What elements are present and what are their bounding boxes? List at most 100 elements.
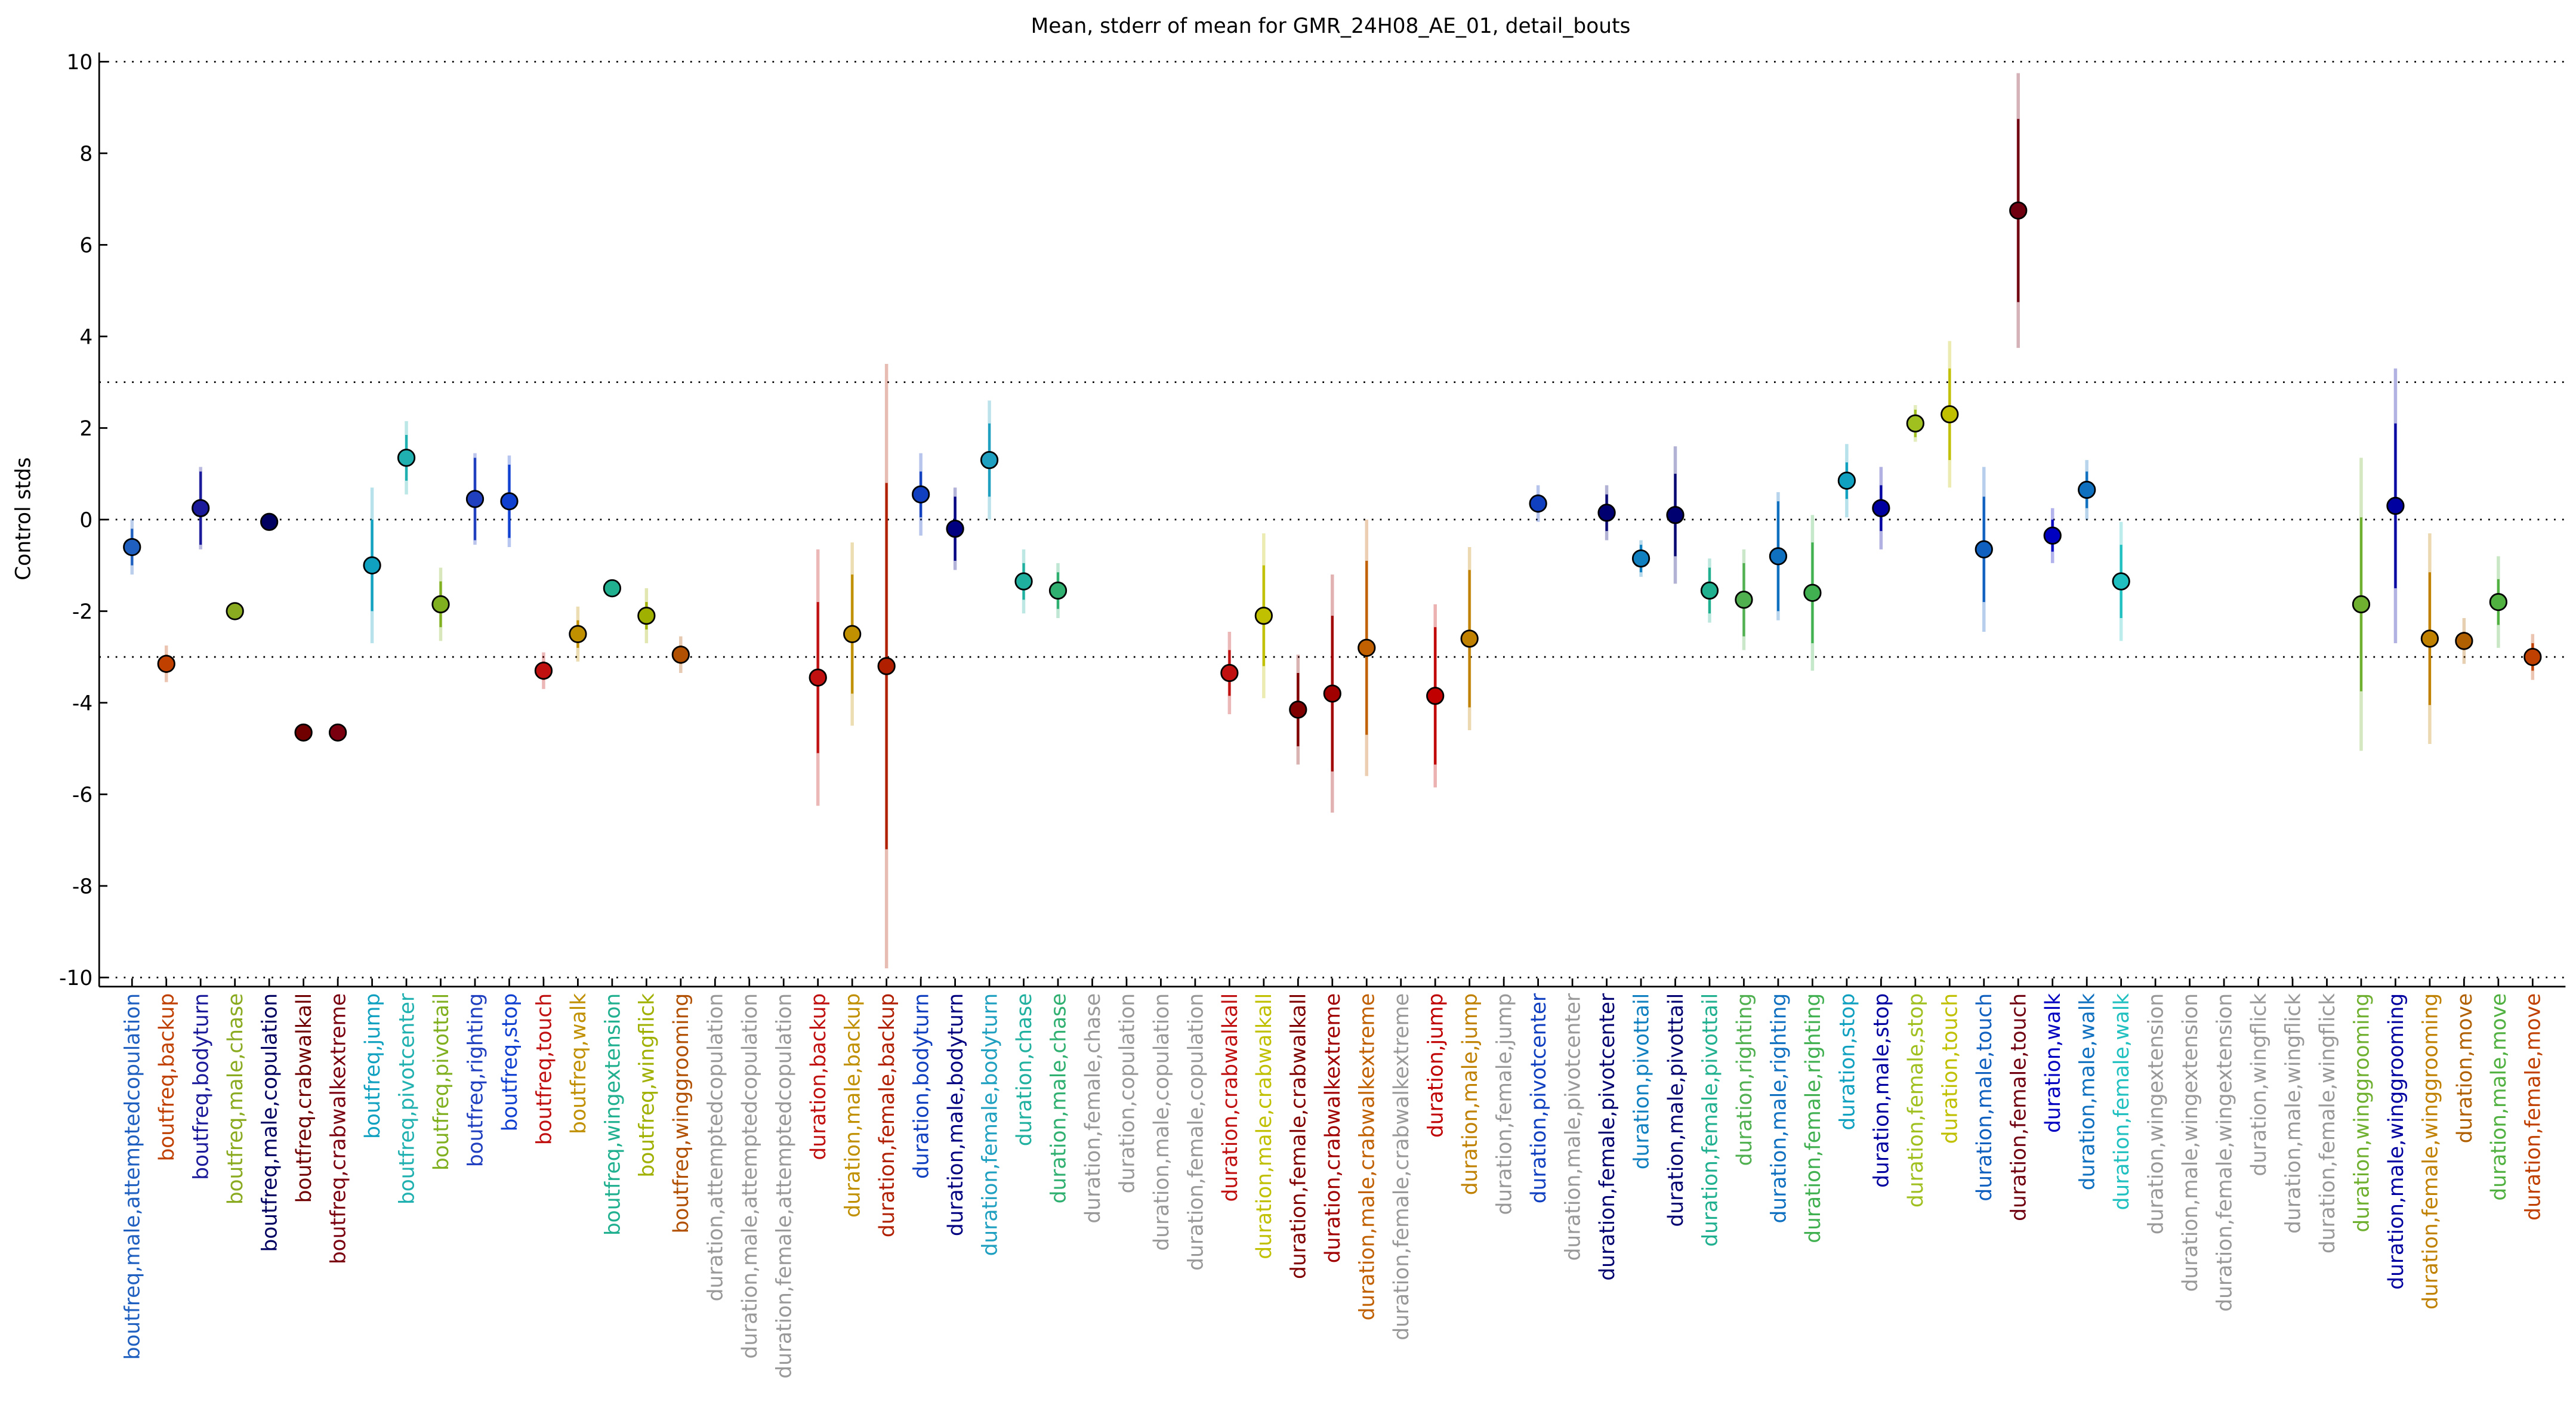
mean-point [1048,581,1068,600]
x-tick-label: boutfreq,male,copulation [258,993,282,1252]
mean-point [2420,629,2439,648]
mean-point [397,449,416,467]
x-tick-label: boutfreq,wingflick [635,993,659,1178]
x-tick-label: duration,female,chase [1081,993,1105,1224]
x-tick-label: duration,male,wingextension [2179,993,2202,1292]
y-tick-label: 2 [79,417,92,441]
mean-point [2523,648,2542,666]
x-tick-label: duration,female,jump [1493,993,1517,1215]
x-tick-label: boutfreq,crabwalkextreme [326,993,350,1264]
x-tick-label: duration,bodyturn [910,993,934,1179]
x-tick-label: duration,winggrooming [2350,993,2374,1233]
x-tick-label: duration,female,winggrooming [2418,993,2442,1310]
mean-point [946,520,964,538]
x-tick-label: boutfreq,jump [361,993,385,1139]
x-tick-label: boutfreq,bodyturn [190,993,214,1180]
x-tick-label: duration,male,stop [1870,993,1894,1188]
x-tick-label: boutfreq,wingextension [601,993,625,1236]
y-tick-label: 8 [79,142,92,166]
x-tick-label: duration,male,jump [1458,993,1482,1195]
y-tick-label: 10 [66,51,92,75]
x-tick-label: duration,female,attemptedcopulation [773,993,797,1379]
mean-point [363,556,381,575]
x-tick-label: duration,chase [1013,993,1036,1146]
x-tick-label: duration,male,crabwalkextreme [1356,993,1380,1321]
x-tick-label: boutfreq,male,chase [224,993,248,1205]
x-tick-label: duration,crabwalkextreme [1321,993,1345,1263]
y-tick-label: 0 [79,508,92,532]
x-tick-label: duration,male,pivottail [1664,993,1688,1227]
mean-point [671,646,690,664]
mean-point [2352,595,2371,614]
y-tick-label: 4 [79,325,92,349]
mean-point [2489,592,2507,612]
x-tick-label: boutfreq,walk [567,993,591,1134]
mean-point [1254,606,1273,625]
mean-point [1735,591,1753,609]
x-tick-label: duration,copulation [1115,993,1139,1194]
x-tick-label: duration,female,stop [1904,993,1928,1208]
x-tick-label: duration,pivotcenter [1527,993,1551,1203]
mean-point [1460,629,1479,648]
x-tick-label: duration,male,backup [841,993,865,1218]
x-tick-label: duration,female,wingextension [2213,993,2236,1312]
x-tick-label: duration,move [2453,993,2477,1144]
mean-point [1769,547,1788,566]
mean-point [1803,583,1822,602]
x-tick-label: duration,backup [807,993,831,1160]
y-tick-label: -2 [72,600,92,624]
mean-point [1597,504,1616,522]
mean-point [1631,549,1651,568]
x-tick-label: duration,male,wingflick [2281,993,2305,1234]
mean-point [534,662,553,680]
mean-point [465,490,485,508]
mean-point [2455,632,2473,650]
x-tick-label: duration,crabwalkall [1218,993,1242,1202]
x-tick-label: boutfreq,righting [464,993,488,1167]
x-tick-label: duration,wingextension [2145,993,2168,1234]
x-tick-label: duration,male,touch [1973,993,1997,1202]
x-tick-label: boutfreq,winggrooming [670,993,693,1234]
mean-point [1289,700,1307,719]
x-tick-label: duration,male,pivotcenter [1561,993,1585,1261]
mean-point [192,499,210,517]
mean-point [809,668,827,687]
y-tick-label: -4 [72,691,92,715]
x-tick-label: duration,righting [1733,993,1757,1166]
x-tick-label: duration,jump [1424,993,1448,1138]
y-tick-label: -10 [59,966,92,990]
mean-point [1358,638,1376,657]
x-tick-label: duration,male,righting [1767,993,1791,1224]
x-tick-label: duration,male,walk [2076,993,2100,1190]
x-tick-label: duration,female,touch [2007,993,2031,1221]
x-tick-label: duration,female,crabwalkextreme [1390,993,1414,1341]
mean-point [1872,499,1890,517]
mean-point [328,723,347,742]
mean-point [1700,581,1719,600]
mean-point [1975,540,1993,558]
x-tick-label: duration,attemptedcopulation [704,993,728,1302]
x-tick-label: duration,female,backup [875,993,899,1237]
mean-point [226,602,244,620]
mean-point [1666,506,1685,524]
x-tick-label: duration,stop [1835,993,1859,1131]
y-tick-label: -6 [72,783,92,807]
x-tick-label: duration,touch [1939,993,1963,1144]
x-tick-label: boutfreq,crabwalkall [292,993,316,1203]
mean-point [2009,201,2028,220]
y-tick-label: 6 [79,234,92,258]
x-tick-label: duration,walk [2041,993,2065,1133]
mean-point [1426,687,1445,705]
x-tick-label: duration,female,pivottail [1698,993,1722,1247]
x-tick-label: duration,male,bodyturn [944,993,968,1236]
x-tick-label: duration,male,copulation [1150,993,1174,1251]
x-tick-label: boutfreq,stop [498,993,522,1132]
x-tick-label: duration,male,attemptedcopulation [738,993,762,1359]
x-tick-label: duration,female,crabwalkall [1287,993,1311,1279]
x-tick-label: duration,female,copulation [1184,993,1208,1271]
mean-point [1014,572,1033,591]
mean-point [637,606,656,625]
mean-point [294,723,313,742]
x-tick-label: boutfreq,touch [532,993,556,1145]
x-tick-label: duration,pivottail [1630,993,1653,1169]
